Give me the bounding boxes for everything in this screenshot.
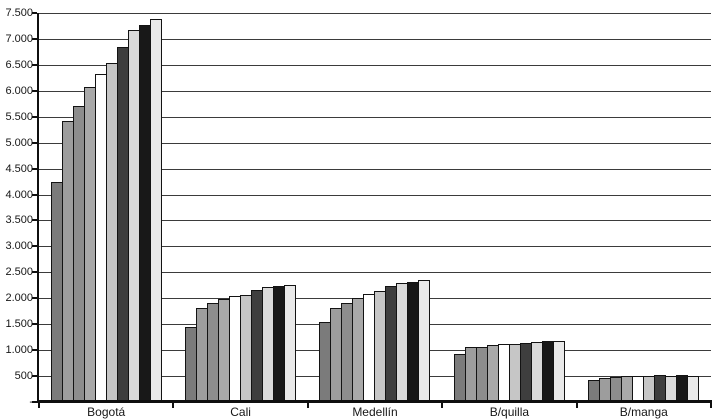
y-tick-label: 7.000: [5, 32, 33, 45]
x-tick: [575, 403, 578, 408]
y-tick: [32, 12, 37, 14]
bar-group-bquilla: [442, 13, 576, 402]
x-tick: [441, 403, 444, 408]
y-axis-line: [37, 13, 39, 403]
y-tick: [32, 245, 37, 248]
y-tick-label: 1.000: [5, 344, 33, 357]
y-tick: [32, 167, 37, 170]
bar-group-medelln: [308, 13, 442, 402]
bar-medelln-series-10: [418, 280, 431, 402]
y-tick: [32, 37, 37, 40]
y-tick: [32, 115, 37, 118]
y-tick-label: 500: [14, 370, 33, 383]
gridline: [39, 13, 711, 14]
plot-area: [39, 13, 711, 402]
gridline: [39, 116, 711, 118]
y-tick: [32, 193, 37, 196]
x-tick: [710, 403, 712, 408]
bar-group-cali: [173, 13, 307, 402]
y-tick-label: -: [0, 396, 33, 408]
y-tick: [32, 141, 37, 144]
gridline: [39, 142, 711, 144]
gridline: [39, 220, 711, 222]
gridline: [39, 194, 711, 196]
y-tick: [32, 401, 37, 403]
bar-bogot-series-10: [149, 19, 162, 402]
y-tick: [32, 219, 37, 222]
gridline: [39, 272, 711, 274]
gridline: [39, 64, 711, 66]
y-tick-label: 5.500: [5, 110, 33, 123]
x-category-label: Medellín: [352, 405, 398, 419]
y-tick: [32, 297, 37, 300]
y-tick-label: 4.500: [5, 162, 33, 175]
gridline: [39, 168, 711, 170]
y-tick-label: 2.000: [5, 292, 33, 305]
x-axis-line: [37, 400, 712, 403]
y-tick-label: 7.500: [5, 7, 33, 19]
bar-bmanga-series-10: [687, 376, 700, 402]
y-tick-label: 4.000: [5, 188, 33, 201]
y-tick: [32, 63, 37, 66]
bar-cali-series-10: [284, 285, 297, 402]
bar-group-bmanga: [577, 13, 711, 402]
x-tick: [306, 403, 309, 408]
x-category-label: B/manga: [619, 405, 668, 419]
y-tick: [32, 271, 37, 274]
y-tick-label: 5.000: [5, 136, 33, 149]
y-tick: [32, 375, 37, 378]
x-tick: [38, 403, 40, 408]
y-tick-label: 6.500: [5, 58, 33, 71]
y-tick-label: 1.500: [5, 318, 33, 331]
x-tick: [172, 403, 175, 408]
bar-group-bogot: [39, 13, 173, 402]
gridline: [39, 38, 711, 40]
y-tick: [32, 89, 37, 92]
y-tick-label: 6.000: [5, 84, 33, 97]
y-tick: [32, 349, 37, 352]
bar-bquilla-series-10: [552, 341, 565, 402]
y-tick-label: 2.500: [5, 266, 33, 279]
y-tick: [32, 323, 37, 326]
y-tick-label: 3.500: [5, 214, 33, 227]
x-category-label: B/quilla: [489, 405, 530, 419]
y-tick-label: 3.000: [5, 240, 33, 253]
gridline: [39, 246, 711, 248]
gridline: [39, 90, 711, 92]
x-category-label: Cali: [230, 405, 251, 419]
x-category-label: Bogotá: [87, 405, 126, 419]
